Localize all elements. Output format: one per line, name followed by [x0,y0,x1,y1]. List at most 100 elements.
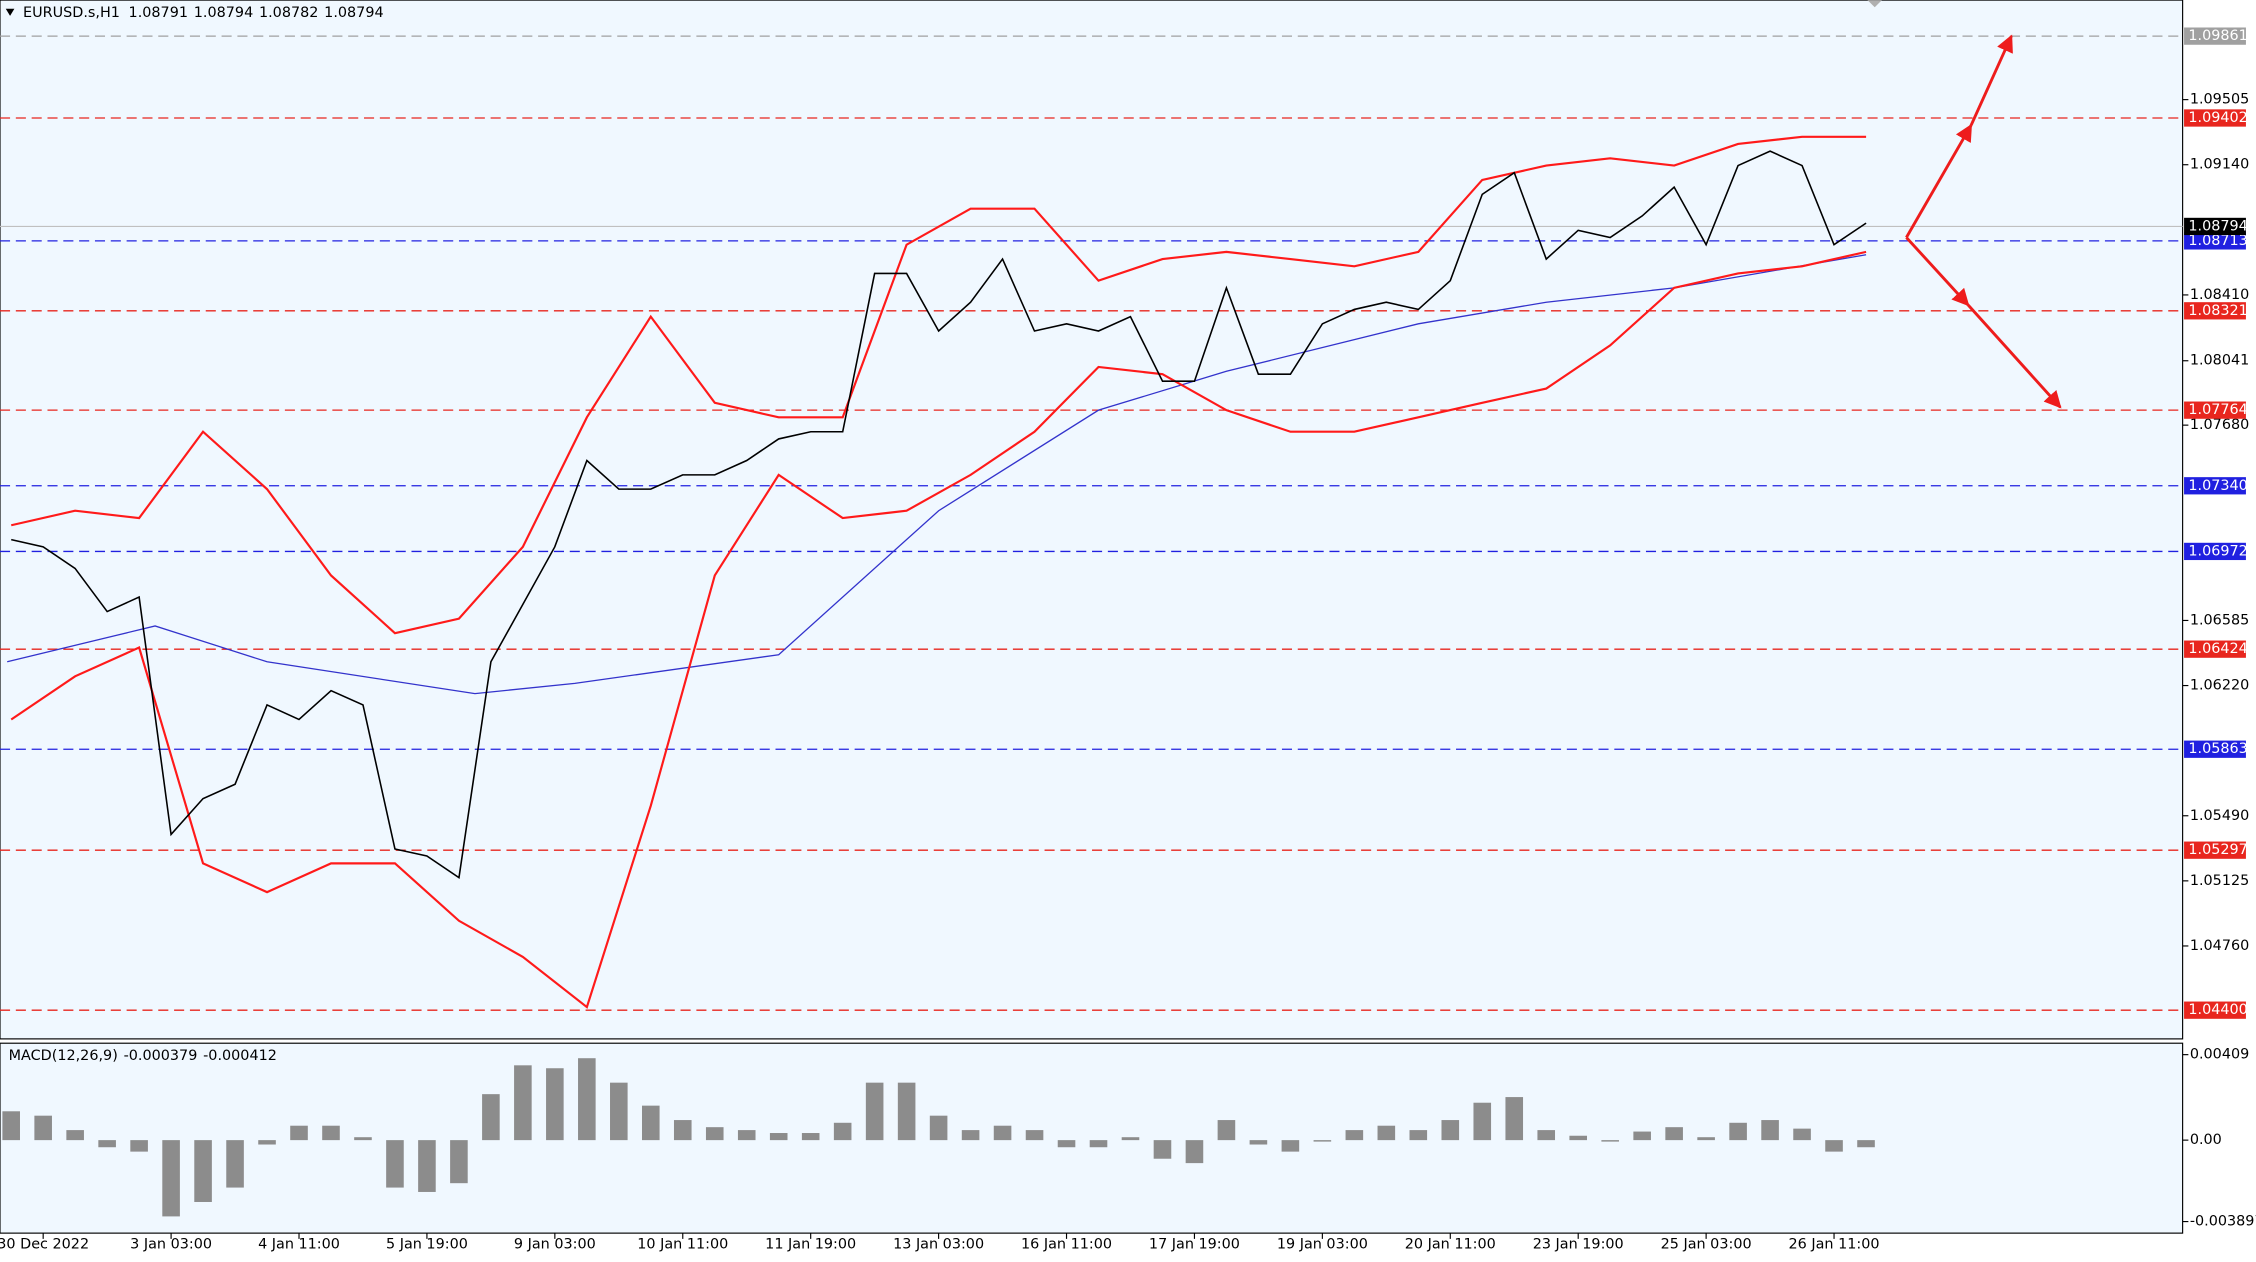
current-label-box [2184,217,2246,236]
macd-bar [1313,1140,1332,1142]
macd-bar [98,1140,116,1148]
y-tick-label: 1.08410 [2190,287,2249,303]
main-layer: 1.09505 1.09140 1.08410 1.08041 1.07680 1.065… [0,27,2249,1253]
symbol: EURUSD.s,H1 [23,5,120,21]
close: 1.08794 [324,5,383,21]
macd-bar [34,1115,52,1141]
arrow [1905,236,1970,307]
level-label: 1.09402 [2188,110,2247,126]
x-tick-label: 19 Jan 03:00 [1277,1237,1368,1253]
macd-bar [1185,1140,1204,1164]
macd-bar [1249,1140,1268,1145]
x-tick-label: 4 Jan 11:00 [258,1237,340,1253]
level-label-box [2184,232,2246,250]
level-label: 1.07764 [2188,402,2247,418]
x-tick-label: 25 Jan 03:00 [1661,1237,1752,1253]
menu-icon [5,8,15,16]
macd-bar [1345,1130,1364,1141]
x-tick-label: 3 Jan 03:00 [130,1237,212,1253]
level-label: 1.05297 [2188,842,2247,858]
arrow [1905,123,1973,239]
x-tick-label: 30 Dec 2022 [0,1237,89,1253]
macd-value: -0.000379 [124,1048,198,1064]
macd-bar [546,1068,564,1141]
macd-bar [1153,1140,1172,1159]
level-label-box [2184,1001,2246,1019]
x-tick-label: 17 Jan 19:00 [1149,1237,1240,1253]
macd-bar [610,1082,628,1141]
macd-bar [2,1111,20,1141]
macd-bar [1473,1102,1492,1141]
macd-bar [258,1140,276,1145]
macd-bar [1569,1135,1587,1141]
open: 1.08791 [129,5,188,21]
level-label: 1.09861 [2188,28,2247,44]
level-label: 1.08321 [2188,303,2247,319]
macd-bar [354,1137,372,1141]
macd-bar [1121,1137,1140,1141]
macd-bar [450,1140,468,1184]
macd-bar [578,1058,596,1141]
macd-bar [194,1140,212,1202]
level-label-box [2184,477,2246,495]
macd-bar [1857,1140,1875,1148]
x-tick-label: 23 Jan 19:00 [1533,1237,1624,1253]
level-label: 1.08713 [2188,233,2247,249]
macd-bar [1057,1140,1076,1148]
macd-bar [737,1130,756,1141]
signal-value: -0.000412 [203,1048,277,1064]
macd-bar [482,1094,500,1141]
macd-bar [1505,1097,1524,1141]
y-tick-label: 1.05125 [2190,873,2249,889]
macd-name: MACD(12,26,9) [9,1048,118,1064]
macd-layer: 0.00409 0.00 -0.003897 [2,1047,2256,1230]
level-label: 1.07340 [2188,478,2247,494]
x-tick-label: 5 Jan 19:00 [386,1237,468,1253]
macd-bar [929,1115,948,1141]
level-label: 1.06424 [2188,641,2247,657]
macd-bar [1089,1140,1108,1148]
macd-bar [1409,1130,1428,1141]
macd-bar [1761,1120,1779,1141]
macd-bar [1025,1130,1044,1141]
y-tick-label: 1.09505 [2190,92,2249,108]
main-plot [0,0,2184,1040]
macd-bar [1377,1125,1396,1141]
band-lower [10,250,1867,1009]
level-label-box [2184,302,2246,320]
x-tick-label: 26 Jan 11:00 [1789,1237,1880,1253]
level-label-box [2184,27,2246,45]
level-label: 1.05863 [2188,741,2247,757]
macd-bar [130,1140,148,1152]
macd-bar [801,1133,820,1141]
macd-bar [1601,1140,1619,1142]
level-label-box [2184,109,2246,127]
price-line [11,150,1867,879]
level-label: 1.06972 [2188,543,2247,559]
x-tick-label: 10 Jan 11:00 [637,1237,728,1253]
macd-bar [993,1125,1012,1141]
x-tick-label: 20 Jan 11:00 [1405,1237,1496,1253]
arrow [1967,304,2062,409]
macd-bar [1633,1131,1651,1141]
macd-header: MACD(12,26,9) -0.000379 -0.000412 [9,1048,277,1064]
macd-bar [769,1133,788,1141]
y-tick-label: 0.00409 [2190,1047,2249,1063]
macd-bar [673,1120,692,1141]
y-tick-label: 1.06220 [2190,678,2249,694]
macd-bar [162,1140,180,1217]
macd-bar [865,1082,884,1141]
macd-bar [1665,1127,1683,1141]
level-label: 1.04400 [2188,1002,2247,1018]
macd-bar [1825,1140,1843,1152]
arrow [1969,34,2013,126]
macd-bar [833,1122,852,1141]
macd-bar [290,1125,308,1141]
y-tick-label: -0.003897 [2190,1214,2256,1230]
macd-bar [641,1105,660,1141]
macd-bar [1441,1120,1460,1141]
ma-line [7,254,1867,695]
macd-bar [418,1140,436,1192]
level-label-box [2184,640,2246,658]
